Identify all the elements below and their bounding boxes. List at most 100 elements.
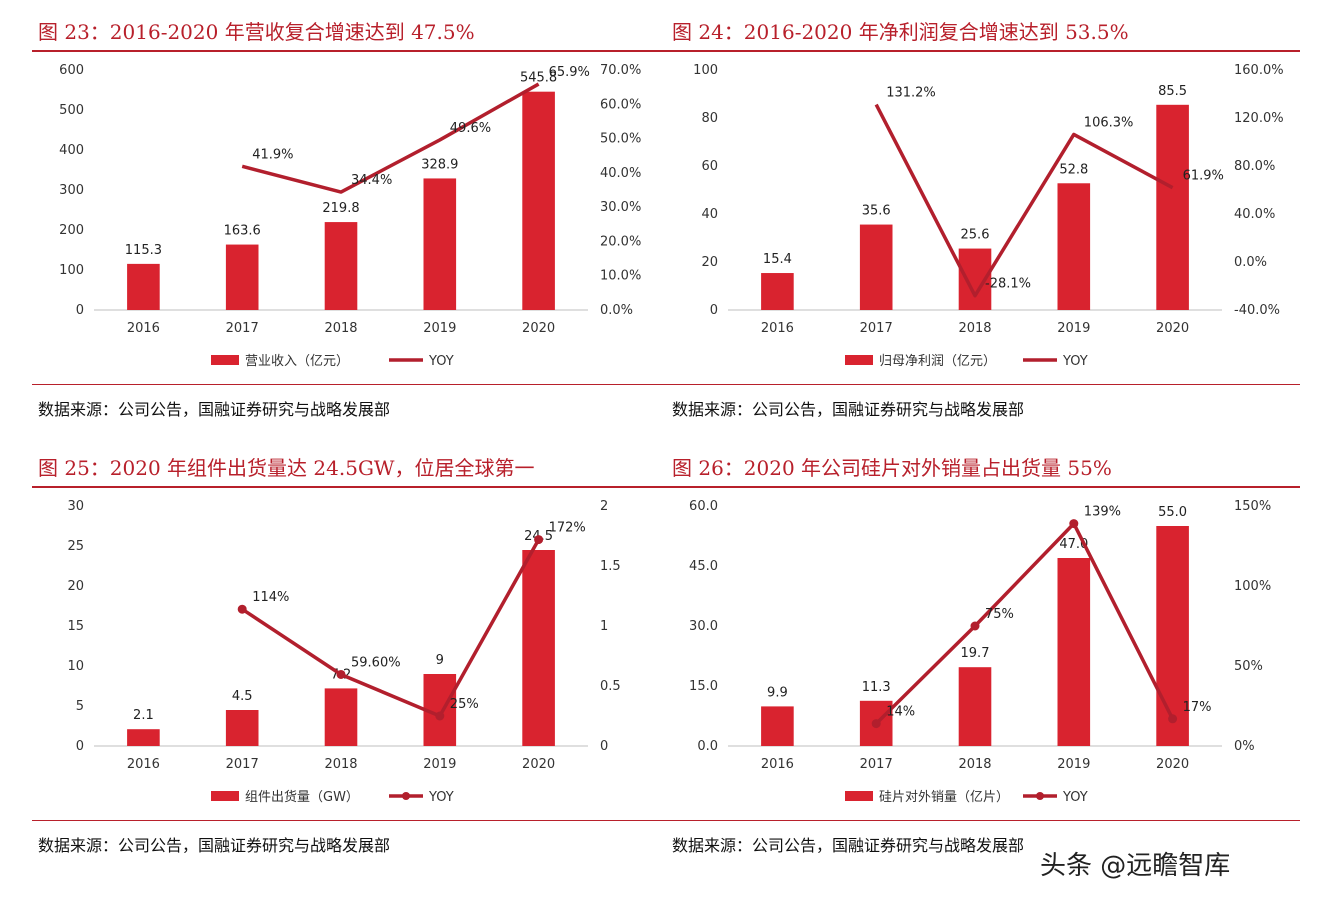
data-source-note: 数据来源：公司公告，国融证券研究与战略发展部 xyxy=(672,836,1025,855)
y-left-tick-label: 15.0 xyxy=(689,679,718,694)
bar-value-label: 9 xyxy=(436,653,444,668)
yoy-line xyxy=(874,521,1175,725)
chart-wafer-sales: 0.0 15.0 30.0 45.0 60.0 0% 50% 100% 150% 2016 2017… xyxy=(689,499,1271,805)
y-left-tick-label: 60 xyxy=(701,159,718,174)
bar-value-label: 15.4 xyxy=(763,252,792,267)
bar xyxy=(127,263,160,310)
source-divider xyxy=(32,820,666,821)
x-tick-label: 2019 xyxy=(423,321,456,336)
yoy-value-label: 59.60% xyxy=(351,655,401,670)
chart-title: 图 23：2016-2020 年营收复合增速达到 47.5% xyxy=(38,20,475,44)
source-divider xyxy=(666,820,1300,821)
y-left-tick-label: 80 xyxy=(701,111,718,126)
y-right-tick-label: 0.0% xyxy=(1234,255,1267,270)
x-tick-label: 2017 xyxy=(860,321,893,336)
bar xyxy=(522,91,555,311)
source-divider xyxy=(666,384,1300,385)
x-tick-label: 2016 xyxy=(761,757,794,772)
bar-value-label: 545.8 xyxy=(520,71,557,86)
data-source-note: 数据来源：公司公告，国融证券研究与战略发展部 xyxy=(38,400,391,419)
bar xyxy=(127,729,160,746)
x-tick-label: 2016 xyxy=(127,321,160,336)
x-tick-label: 2020 xyxy=(1156,757,1189,772)
bar-value-label: 163.6 xyxy=(224,224,261,239)
bar xyxy=(225,710,259,746)
y-left-tick-label: 5 xyxy=(76,699,84,714)
bar-value-label: 11.3 xyxy=(862,680,891,695)
chart-panel-wafer-sales: 图 26：2020 年公司硅片对外销量占出货量 55% 0.0 15.0 30.0 4… xyxy=(666,436,1300,856)
y-left-tick-label: 0 xyxy=(76,303,84,318)
y-right-tick-label: 40.0% xyxy=(1234,207,1275,222)
yoy-line xyxy=(241,538,541,718)
legend-label: 硅片对外销量（亿片） xyxy=(879,790,1009,805)
bar xyxy=(225,244,259,310)
y-left-tick-label: 60.0 xyxy=(689,499,718,514)
bar xyxy=(1156,526,1189,746)
bar xyxy=(1156,104,1189,310)
y-right-tick-label: 100% xyxy=(1234,579,1271,594)
yoy-value-label: 131.2% xyxy=(886,86,936,101)
yoy-point xyxy=(871,719,881,729)
x-tick-label: 2018 xyxy=(324,757,357,772)
y-right-tick-label: 30.0% xyxy=(600,200,641,215)
x-tick-label: 2016 xyxy=(127,757,160,772)
watermark-text: 头条 @远瞻智库 xyxy=(1040,851,1231,881)
bar xyxy=(522,550,555,746)
y-right-tick-label: 150% xyxy=(1234,499,1271,514)
bar-value-label: 85.5 xyxy=(1158,84,1187,99)
bar-value-label: 115.3 xyxy=(125,243,162,258)
legend-label: 组件出货量（GW） xyxy=(245,789,359,805)
y-right-tick-label: 60.0% xyxy=(600,97,641,112)
bar xyxy=(761,273,794,310)
legend-label: 归母净利润（亿元） xyxy=(879,354,996,369)
chart-panel-revenue: 图 23：2016-2020 年营收复合增速达到 47.5% 0 100 200 30… xyxy=(32,0,666,420)
y-right-tick-label: 40.0% xyxy=(600,166,641,181)
bar xyxy=(324,222,358,310)
y-left-tick-label: 10 xyxy=(67,659,84,674)
y-left-tick-label: 200 xyxy=(59,223,84,238)
y-left-tick-label: 15 xyxy=(67,619,84,634)
x-tick-label: 2020 xyxy=(522,757,555,772)
yoy-value-label: 14% xyxy=(886,705,915,720)
yoy-value-label: 49.6% xyxy=(450,121,491,136)
y-right-tick-label: 10.0% xyxy=(600,269,641,284)
chart-module-shipments: 0 5 10 15 20 25 30 0 0.5 1 1.5 2 2016 2017 2018 2019 202… xyxy=(67,499,621,805)
y-left-tick-label: 0 xyxy=(76,739,84,754)
bar-value-label: 52.8 xyxy=(1059,162,1088,177)
yoy-point xyxy=(435,711,445,721)
y-left-tick-label: 400 xyxy=(59,143,84,158)
yoy-value-label: 114% xyxy=(252,590,289,605)
y-right-tick-label: 160.0% xyxy=(1234,63,1284,78)
y-left-tick-label: 45.0 xyxy=(689,559,718,574)
yoy-value-label: 106.3% xyxy=(1084,115,1134,130)
yoy-point xyxy=(336,669,346,679)
yoy-line xyxy=(241,82,540,194)
data-source-note: 数据来源：公司公告，国融证券研究与战略发展部 xyxy=(672,400,1025,419)
y-right-tick-label: 50% xyxy=(1234,659,1263,674)
x-tick-label: 2018 xyxy=(958,321,991,336)
y-left-tick-label: 20 xyxy=(67,579,84,594)
chart-title: 图 25：2020 年组件出货量达 24.5GW，位居全球第一 xyxy=(38,456,535,480)
y-right-tick-label: 1.5 xyxy=(600,559,621,574)
x-tick-label: 2019 xyxy=(423,757,456,772)
y-right-tick-label: 0.0% xyxy=(600,303,633,318)
source-divider xyxy=(32,384,666,385)
y-right-tick-label: 2 xyxy=(600,499,608,514)
y-right-tick-label: 0.5 xyxy=(600,679,621,694)
x-tick-label: 2017 xyxy=(226,321,259,336)
bar-value-label: 2.1 xyxy=(133,708,154,723)
bar xyxy=(423,178,457,310)
title-divider xyxy=(32,50,666,52)
title-divider xyxy=(666,486,1300,488)
chart-net-profit: 0 20 40 60 80 100 -40.0% 0.0% 40.0% 80.0% 120.0% 16… xyxy=(693,63,1284,369)
title-divider xyxy=(32,486,666,488)
bar-value-label: 35.6 xyxy=(862,204,891,219)
legend-swatch-marker xyxy=(1036,792,1044,800)
legend-label: 营业收入（亿元） xyxy=(245,354,349,369)
chart-revenue: 0 100 200 300 400 500 600 0.0% 10.0% 20.0% 30.0% 40… xyxy=(59,63,641,369)
bar-value-label: 219.8 xyxy=(322,201,359,216)
yoy-point xyxy=(534,535,544,545)
yoy-value-label: 139% xyxy=(1084,505,1121,520)
legend-swatch-bar xyxy=(845,355,873,365)
legend-label: YOY xyxy=(1062,354,1088,369)
